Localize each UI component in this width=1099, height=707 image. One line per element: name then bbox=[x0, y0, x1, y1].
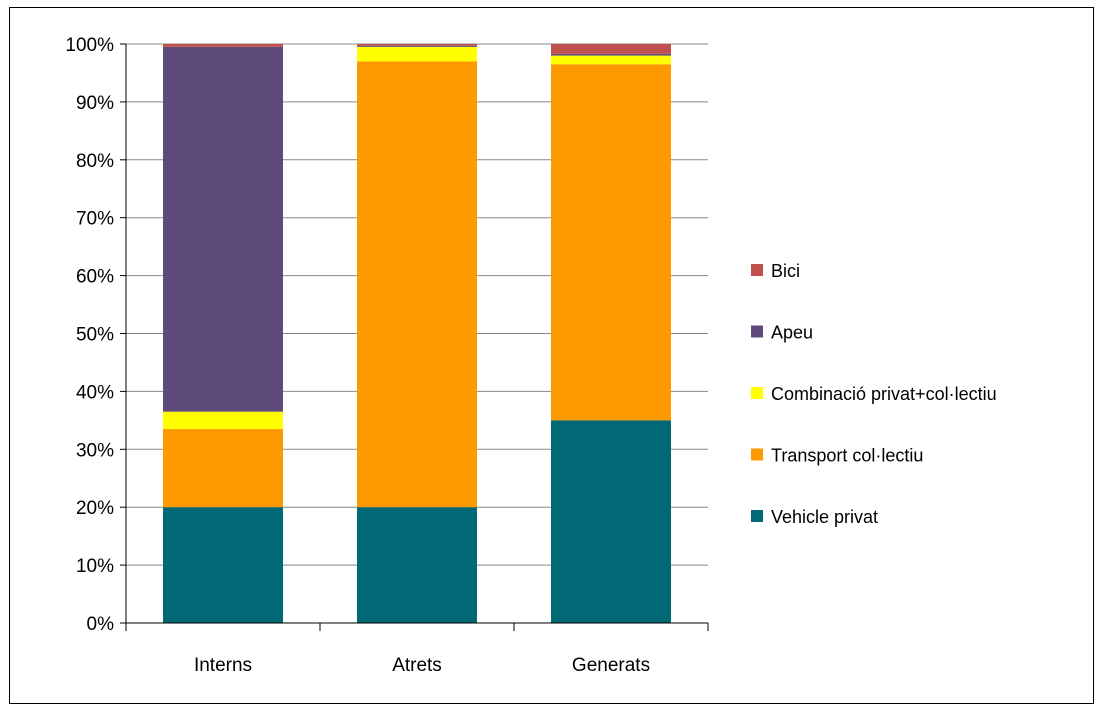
y-tick-label: 60% bbox=[76, 267, 114, 288]
bar-segment-vehicle-privat bbox=[163, 507, 283, 623]
legend-swatch-bici bbox=[751, 264, 763, 276]
y-tick-label: 10% bbox=[76, 556, 114, 577]
bar-segment-bici bbox=[163, 44, 283, 47]
y-tick-label: 100% bbox=[65, 35, 114, 56]
bar-segment-transport-col-lectiu bbox=[163, 429, 283, 508]
bar-segment-vehicle-privat bbox=[357, 507, 477, 623]
legend: Bici Apeu Combinació privat+col·lectiu Tran… bbox=[751, 261, 997, 527]
bar-segment-transport-col-lectiu bbox=[357, 61, 477, 508]
y-tick-label: 50% bbox=[76, 325, 114, 346]
y-axis-tick-labels: 0% 10% 20% 30% 40% 50% 60% 70% 80% 90% 100% bbox=[65, 35, 114, 635]
bar-segment-combinacio-privat-col-lectiu bbox=[357, 46, 477, 62]
y-tick-label: 20% bbox=[76, 498, 114, 519]
legend-label-transport-col-lectiu: Transport col·lectiu bbox=[771, 446, 923, 466]
bar-segment-apeu bbox=[357, 45, 477, 47]
legend-swatch-vehicle-privat bbox=[751, 510, 763, 522]
y-tick-label: 80% bbox=[76, 151, 114, 172]
bar-segment-apeu bbox=[551, 53, 671, 56]
legend-label-vehicle-privat: Vehicle privat bbox=[771, 507, 878, 527]
y-tick-label: 0% bbox=[87, 614, 115, 635]
y-tick-label: 70% bbox=[76, 209, 114, 230]
y-tick-label: 30% bbox=[76, 440, 114, 461]
axes bbox=[120, 43, 709, 631]
y-tick-label: 40% bbox=[76, 382, 114, 403]
bar-segment-bici bbox=[551, 44, 671, 54]
legend-label-bici: Bici bbox=[771, 261, 800, 281]
y-tick-label: 90% bbox=[76, 93, 114, 114]
bars bbox=[163, 44, 671, 623]
bar-segment-transport-col-lectiu bbox=[551, 64, 671, 421]
x-tick-label: Generats bbox=[572, 655, 650, 676]
legend-swatch-transport-col-lectiu bbox=[751, 448, 763, 461]
x-tick-label: Interns bbox=[194, 655, 252, 676]
bar-segment-bici bbox=[357, 44, 477, 46]
bar-segment-apeu bbox=[163, 46, 283, 412]
legend-label-apeu: Apeu bbox=[771, 323, 813, 343]
legend-label-combinacio-privat-col-lectiu: Combinació privat+col·lectiu bbox=[771, 384, 997, 404]
legend-swatch-apeu bbox=[751, 325, 763, 338]
legend-swatch-combinacio-privat-col-lectiu bbox=[751, 387, 763, 399]
bar-segment-vehicle-privat bbox=[551, 420, 671, 623]
bar-segment-combinacio-privat-col-lectiu bbox=[163, 411, 283, 430]
x-axis-tick-labels: Interns Atrets Generats bbox=[194, 655, 650, 676]
bar-segment-combinacio-privat-col-lectiu bbox=[551, 55, 671, 65]
x-tick-label: Atrets bbox=[392, 655, 442, 676]
